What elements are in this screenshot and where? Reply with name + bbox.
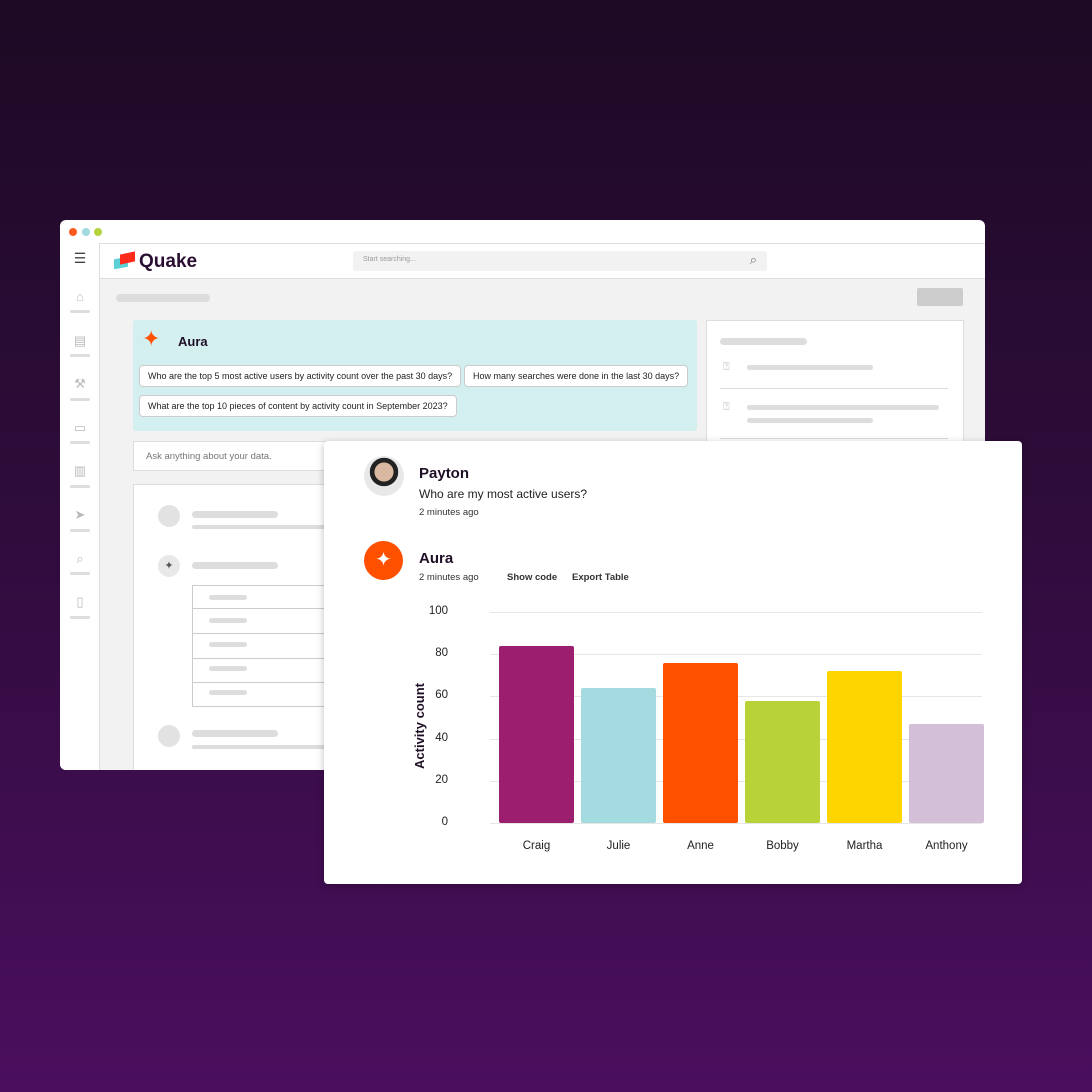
inbox-icon[interactable]: ▭ xyxy=(73,420,87,435)
placeholder xyxy=(720,338,807,345)
avatar xyxy=(364,456,404,496)
chat-card: Payton Who are my most active users? 2 m… xyxy=(324,441,1022,884)
window-maximize-dot[interactable] xyxy=(94,228,102,236)
user-name: Payton xyxy=(419,465,470,482)
history-panel: ⍰ ⍰ xyxy=(706,320,964,450)
y-tick-label: 80 xyxy=(435,647,448,660)
user-timestamp: 2 minutes ago xyxy=(419,507,479,518)
header: Quake Start searching... ⌕ xyxy=(100,243,985,279)
y-tick-label: 60 xyxy=(435,689,448,702)
aura-panel: ✦ Aura Who are the top 5 most active use… xyxy=(133,320,697,431)
placeholder xyxy=(747,405,939,410)
bar-chart: 0 20 40 60 80 100 Craig Julie Anne Bobby Martha Ant… xyxy=(324,441,1022,884)
menu-icon[interactable]: ☰ xyxy=(73,250,87,266)
bar-martha[interactable] xyxy=(827,671,902,823)
quake-logo-icon xyxy=(114,251,136,270)
search-placeholder: Start searching... xyxy=(363,256,416,263)
home-icon[interactable]: ⌂ xyxy=(76,289,84,304)
bar-anthony[interactable] xyxy=(909,723,984,823)
question-icon: ⍰ xyxy=(723,361,730,373)
window-minimize-dot[interactable] xyxy=(82,228,90,236)
table-placeholder xyxy=(192,585,342,707)
x-tick-label: Julie xyxy=(606,840,631,852)
x-tick-label: Bobby xyxy=(766,840,799,852)
send-icon[interactable]: ➤ xyxy=(74,507,86,522)
user-message: Who are my most active users? xyxy=(419,487,588,501)
export-table-button[interactable]: Export Table xyxy=(572,572,629,583)
bar-bobby[interactable] xyxy=(745,700,820,823)
wrench-icon[interactable]: ⚒ xyxy=(74,376,86,391)
bar-anne[interactable] xyxy=(663,662,738,823)
suggestion-chip[interactable]: How many searches were done in the last … xyxy=(464,365,689,387)
sidebar: ☰ ⌂ ▤ ⚒ ▭ ▥ ➤ ⌕ ▯ xyxy=(60,243,100,770)
search-doc-icon[interactable]: ⌕ xyxy=(76,551,84,566)
brand-name: Quake xyxy=(139,251,198,272)
action-button[interactable] xyxy=(917,288,963,306)
note-icon[interactable]: ▤ xyxy=(73,333,87,348)
chart-icon[interactable]: ▥ xyxy=(73,463,87,478)
sparkle-icon: ✦ xyxy=(158,555,180,577)
search-icon[interactable]: ⌕ xyxy=(749,252,757,267)
placeholder xyxy=(747,418,873,423)
gridline xyxy=(490,612,982,613)
x-tick-label: Martha xyxy=(846,840,883,852)
x-tick-label: Anne xyxy=(687,840,714,852)
assistant-timestamp: 2 minutes ago xyxy=(419,572,479,583)
suggestion-chip[interactable]: Who are the top 5 most active users by a… xyxy=(139,365,462,387)
sparkle-icon: ✦ xyxy=(142,326,161,351)
bar-julie[interactable] xyxy=(581,687,656,823)
y-tick-label: 100 xyxy=(428,605,448,617)
ask-placeholder: Ask anything about your data. xyxy=(146,451,272,462)
search-input[interactable]: Start searching... ⌕ xyxy=(353,251,767,271)
breadcrumb-placeholder xyxy=(116,294,210,302)
aura-panel-title: Aura xyxy=(178,334,208,349)
y-tick-label: 40 xyxy=(435,731,448,744)
question-icon: ⍰ xyxy=(723,401,730,413)
aura-sparkle-icon: ✦ xyxy=(364,541,403,580)
placeholder xyxy=(747,365,873,370)
suggestion-chip[interactable]: What are the top 10 pieces of content by… xyxy=(139,395,457,417)
assistant-name: Aura xyxy=(419,550,454,567)
gridline xyxy=(490,823,982,824)
x-tick-label: Craig xyxy=(522,840,551,852)
window-close-dot[interactable] xyxy=(69,228,77,236)
y-tick-label: 0 xyxy=(441,816,448,828)
book-icon[interactable]: ▯ xyxy=(76,594,84,609)
bar-craig[interactable] xyxy=(499,645,574,823)
gridline xyxy=(490,654,982,656)
show-code-button[interactable]: Show code xyxy=(507,572,558,583)
x-tick-label: Anthony xyxy=(925,840,968,852)
y-tick-label: 20 xyxy=(435,773,448,786)
